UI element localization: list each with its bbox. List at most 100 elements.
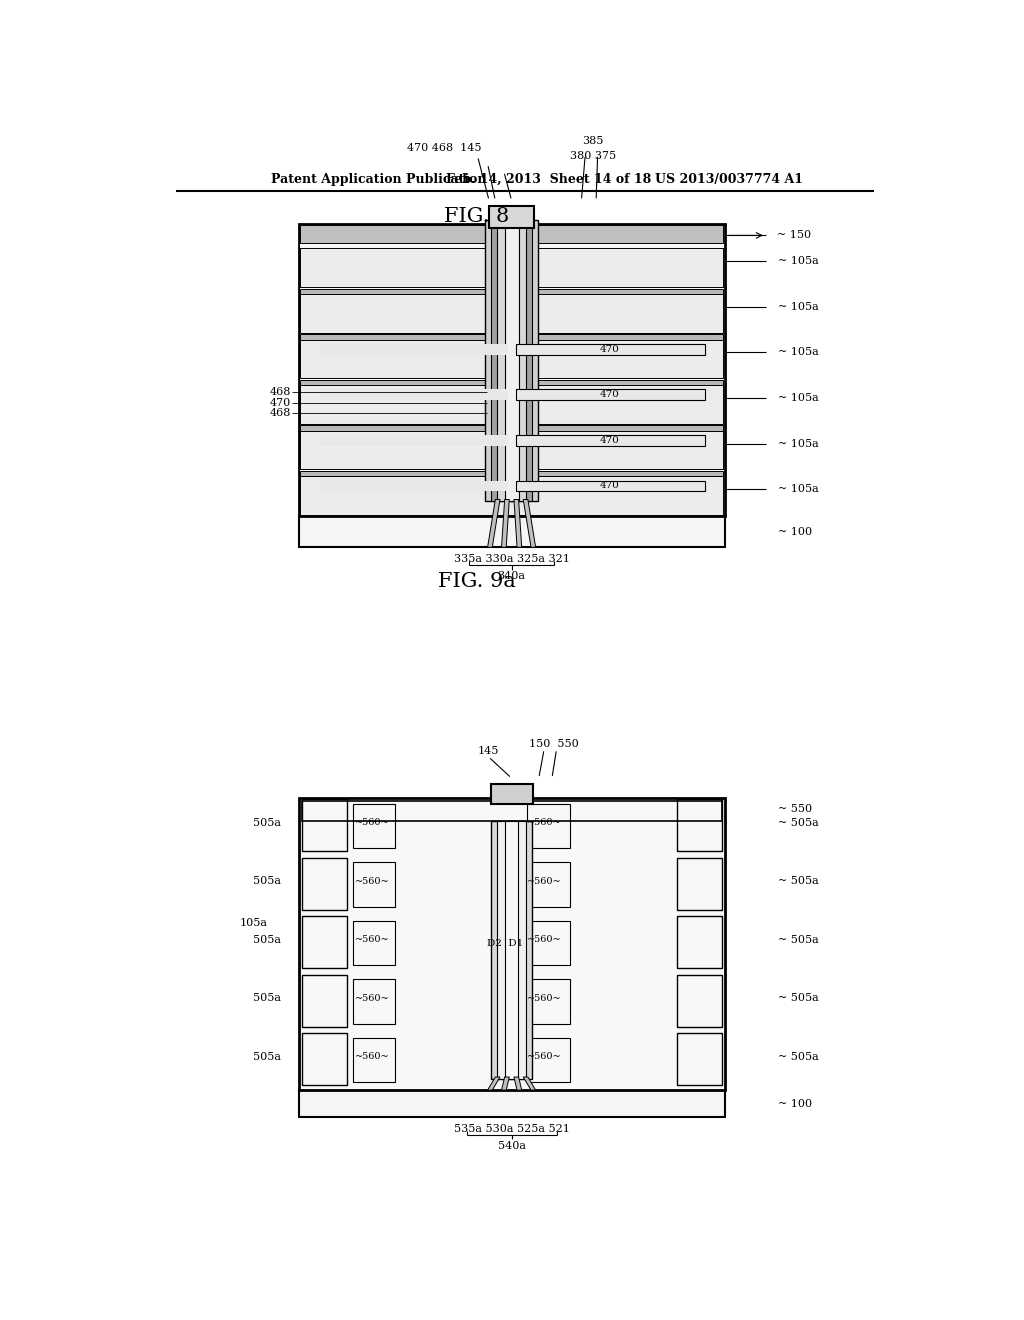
Bar (302, 916, 346, 969)
Text: 470: 470 (600, 436, 620, 445)
Bar (302, 858, 346, 909)
Text: 470: 470 (600, 345, 620, 354)
Text: 470: 470 (600, 482, 620, 491)
Text: ~560~: ~560~ (354, 1052, 389, 1061)
Text: 385: 385 (583, 136, 604, 145)
Bar (300, 430, 723, 470)
Bar (352, 1038, 395, 1082)
Bar (300, 384, 723, 424)
Bar (677, 799, 722, 851)
Text: ~ 105a: ~ 105a (778, 438, 819, 449)
Bar (677, 974, 722, 1027)
Bar (677, 1034, 722, 1085)
Text: Patent Application Publication: Patent Application Publication (271, 173, 486, 186)
Text: 535a 530a 525a 521: 535a 530a 525a 521 (454, 1123, 569, 1134)
Bar (300, 425, 723, 430)
Bar (299, 1090, 725, 1117)
Text: D2  D1: D2 D1 (487, 940, 523, 948)
Bar (302, 974, 346, 1027)
Text: 150  550: 150 550 (529, 739, 580, 748)
Text: ~ 505a: ~ 505a (778, 935, 819, 945)
Bar (300, 293, 723, 333)
Text: 340a: 340a (498, 570, 525, 581)
Bar (300, 289, 723, 294)
Polygon shape (487, 1077, 500, 1090)
Polygon shape (502, 1077, 509, 1090)
Bar (300, 471, 723, 477)
Text: ~ 100: ~ 100 (778, 527, 812, 537)
Text: 505a: 505a (253, 818, 281, 828)
Bar (515, 436, 706, 446)
Text: ~ 105a: ~ 105a (778, 302, 819, 312)
Bar (352, 921, 395, 965)
Bar (505, 220, 518, 502)
Text: ~560~: ~560~ (354, 818, 389, 828)
Bar (300, 334, 723, 339)
Bar (299, 224, 725, 516)
Bar (515, 345, 706, 355)
Text: 335a 330a 325a 321: 335a 330a 325a 321 (454, 554, 569, 564)
Bar (300, 380, 723, 385)
Text: 470 468  145: 470 468 145 (407, 144, 481, 153)
Text: ~560~: ~560~ (354, 994, 389, 1003)
Bar (527, 804, 569, 849)
Bar (300, 226, 723, 515)
Bar (677, 916, 722, 969)
Text: ~560~: ~560~ (527, 1052, 561, 1061)
Bar (321, 345, 508, 355)
Bar (527, 979, 569, 1024)
Text: 505a: 505a (253, 876, 281, 887)
Bar (492, 821, 531, 1078)
Bar (300, 339, 723, 379)
Text: ~ 100: ~ 100 (778, 1100, 812, 1109)
Text: ~ 505a: ~ 505a (778, 1052, 819, 1063)
Bar (352, 862, 395, 907)
Bar (321, 480, 508, 491)
Text: FIG. 9a: FIG. 9a (438, 573, 516, 591)
Bar (321, 389, 508, 400)
Text: ~ 505a: ~ 505a (778, 994, 819, 1003)
Text: ~ 105a: ~ 105a (778, 393, 819, 403)
Bar (527, 862, 569, 907)
Bar (352, 804, 395, 849)
Text: ~560~: ~560~ (527, 936, 561, 944)
Text: 380 375: 380 375 (570, 150, 616, 161)
Bar (527, 1038, 569, 1082)
Text: 470: 470 (269, 397, 291, 408)
Text: 470: 470 (600, 391, 620, 400)
Bar (300, 248, 723, 288)
Text: 505a: 505a (253, 1052, 281, 1063)
Bar (302, 800, 722, 821)
Text: ~ 105a: ~ 105a (778, 347, 819, 358)
Polygon shape (514, 499, 521, 548)
Text: 468: 468 (269, 387, 291, 397)
Text: ~560~: ~560~ (527, 818, 561, 828)
Text: Feb. 14, 2013  Sheet 14 of 18: Feb. 14, 2013 Sheet 14 of 18 (445, 173, 651, 186)
Text: 145: 145 (477, 746, 499, 756)
Text: ~ 505a: ~ 505a (778, 818, 819, 828)
Text: ~ 105a: ~ 105a (778, 256, 819, 267)
Bar (299, 516, 725, 548)
Bar (506, 821, 518, 1078)
Polygon shape (502, 499, 509, 548)
Polygon shape (487, 499, 500, 548)
Text: ~560~: ~560~ (527, 876, 561, 886)
Bar (299, 797, 725, 1090)
Text: ~560~: ~560~ (354, 936, 389, 944)
Text: ~560~: ~560~ (354, 876, 389, 886)
Text: 540a: 540a (498, 1140, 525, 1151)
Text: ~560~: ~560~ (527, 994, 561, 1003)
Bar (302, 1034, 346, 1085)
Bar (490, 784, 534, 804)
Bar (492, 220, 531, 502)
Bar (515, 480, 706, 491)
Bar (352, 979, 395, 1024)
Bar (302, 799, 346, 851)
Bar (300, 226, 723, 243)
Bar (485, 220, 538, 502)
Text: US 2013/0037774 A1: US 2013/0037774 A1 (655, 173, 803, 186)
Polygon shape (523, 1077, 536, 1090)
Text: 505a: 505a (253, 994, 281, 1003)
Bar (515, 389, 706, 400)
Bar (677, 858, 722, 909)
